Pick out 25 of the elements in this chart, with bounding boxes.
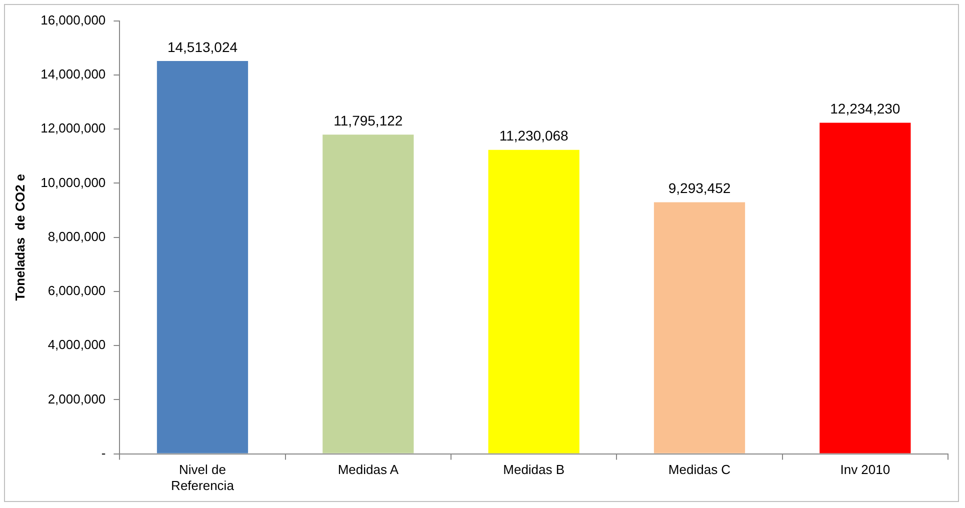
bar [488, 150, 580, 454]
bar [820, 122, 911, 454]
x-tick-label: Medidas B [503, 462, 565, 478]
data-label: 12,234,230 [830, 100, 900, 117]
x-tick-label: Nivel de Referencia [171, 462, 235, 493]
y-tick-label: 14,000,000 [40, 66, 106, 82]
x-tick-label: Inv 2010 [840, 462, 890, 478]
y-tick-label: 8,000,000 [48, 228, 106, 244]
data-label: 11,795,122 [334, 112, 403, 128]
y-axis-title: Toneladas de CO2 e [12, 174, 28, 301]
bar [322, 134, 414, 454]
y-tick-label: 6,000,000 [48, 283, 106, 298]
data-label: 14,513,024 [167, 38, 238, 55]
data-label: 9,293,452 [668, 180, 731, 196]
y-tick-label: 16,000,000 [40, 12, 106, 28]
bar [654, 202, 746, 454]
y-tick-label: 4,000,000 [48, 337, 106, 352]
x-tick-label: Medidas A [338, 462, 399, 478]
bar [156, 61, 248, 454]
data-label: 11,230,068 [499, 128, 569, 144]
x-tick-label: Medidas C [668, 462, 731, 478]
y-tick-label: 12,000,000 [40, 120, 106, 136]
y-tick-label: 2,000,000 [48, 391, 106, 406]
y-tick-label: - [101, 445, 106, 460]
y-tick-label: 10,000,000 [40, 174, 106, 190]
